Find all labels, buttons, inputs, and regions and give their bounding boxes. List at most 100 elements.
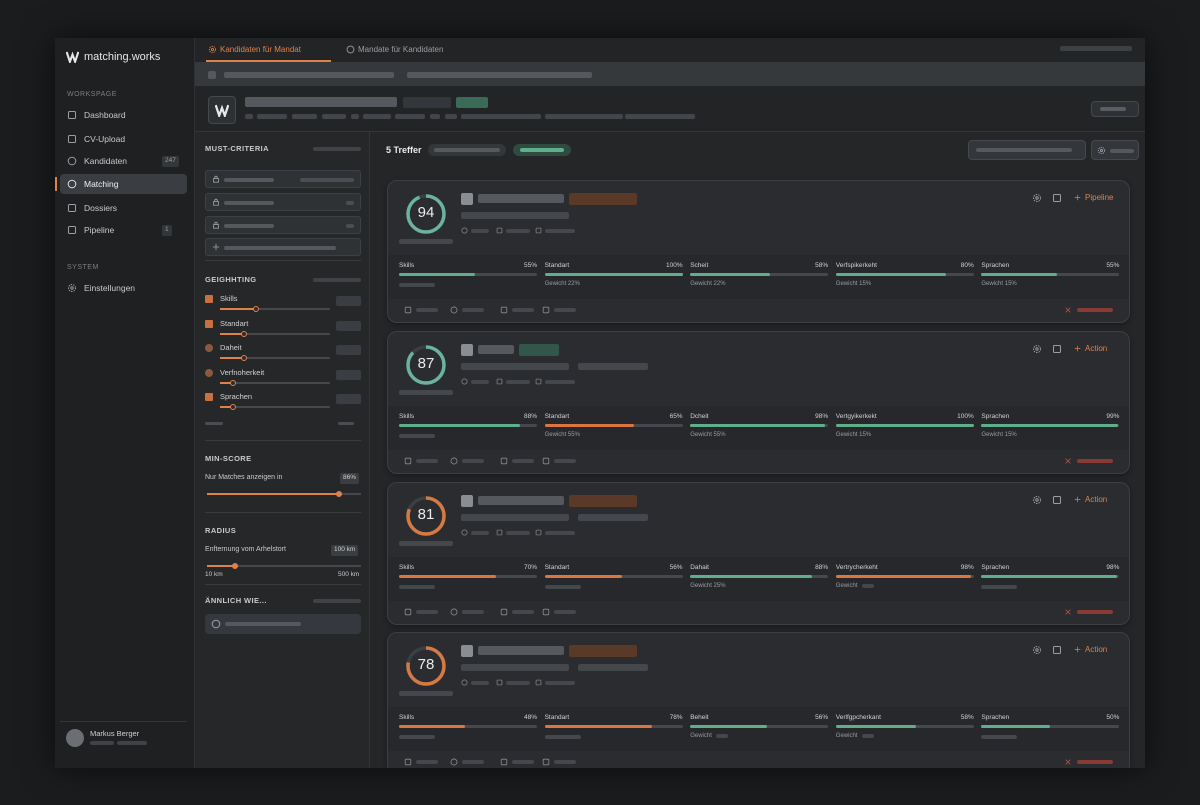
results-count: 5 Treffer — [386, 145, 422, 155]
placeholder — [346, 201, 354, 205]
icon — [496, 227, 503, 234]
card-action[interactable]: Pipeline — [1085, 193, 1114, 202]
section-title: MUST-CRITERIA — [205, 144, 269, 153]
tab[interactable]: Mandate für Kandidaten — [346, 38, 476, 62]
icon-circle — [461, 529, 468, 536]
section-label: WORKSPAGE — [67, 91, 117, 98]
icon-x — [1065, 458, 1071, 464]
nav-label: Dossiers — [84, 203, 118, 213]
placeholder — [205, 422, 223, 425]
nav-item[interactable]: Dashboard — [60, 105, 187, 125]
slider-thumb[interactable] — [232, 563, 239, 569]
slider-thumb[interactable] — [230, 379, 237, 386]
criteria-row[interactable] — [205, 216, 361, 234]
placeholder — [981, 585, 1018, 589]
score-bar-track — [399, 725, 537, 728]
candidate-avatar — [461, 495, 473, 507]
checkbox[interactable] — [205, 319, 213, 328]
nav-label: Dashboard — [84, 110, 126, 120]
nav-item[interactable]: Matching — [60, 174, 187, 194]
icon — [461, 227, 468, 234]
placeholder — [512, 308, 534, 312]
score-ring — [406, 345, 446, 385]
nav-item[interactable]: CV-Upload — [60, 129, 187, 149]
divider — [205, 260, 361, 261]
icon — [1074, 646, 1081, 653]
nav-badge: 247 — [162, 156, 179, 167]
placeholder — [346, 224, 354, 228]
icon — [67, 179, 77, 189]
criteria-row[interactable] — [205, 238, 361, 256]
criterion-value: 56% — [815, 714, 829, 721]
candidate-card: 87 Action Skills 88% Standart 65% Gewicht 55% D… — [387, 331, 1130, 474]
card-action[interactable]: Action — [1085, 495, 1108, 504]
field-label: Nur Matches anzeigen in — [205, 474, 283, 481]
weight-input[interactable] — [336, 394, 361, 404]
icon-square — [496, 378, 503, 385]
weight-input[interactable] — [336, 369, 361, 380]
slider-thumb[interactable] — [253, 306, 260, 312]
filter-panel: MUST-CRITERIA GEIGHHTING Skills Standart Dah… — [195, 132, 370, 768]
placeholder — [471, 229, 489, 233]
icon — [1033, 194, 1041, 202]
logo-mark — [66, 51, 79, 63]
slider-track — [220, 357, 330, 359]
weight-input[interactable] — [336, 320, 361, 331]
divider — [205, 440, 361, 441]
criteria-row[interactable] — [205, 193, 361, 211]
score-value: 94 — [417, 204, 435, 221]
score-bar — [835, 575, 972, 578]
criterion-name: Standart — [544, 714, 570, 721]
search-input[interactable] — [205, 614, 361, 634]
divider — [60, 721, 187, 722]
slider-thumb[interactable] — [241, 330, 248, 337]
criterion-value: 98% — [1106, 564, 1120, 571]
tab-underline — [206, 60, 331, 62]
checkbox[interactable] — [205, 295, 213, 303]
criterion-value: 65% — [669, 413, 683, 420]
icon-square — [68, 111, 76, 119]
criterion-value: 98% — [960, 564, 974, 571]
icon-circle — [461, 679, 468, 686]
placeholder — [461, 664, 569, 671]
checkbox[interactable] — [205, 393, 213, 401]
checkbox[interactable] — [205, 344, 213, 352]
nav-item[interactable]: Pipeline 1 — [60, 220, 187, 240]
icon-gear-hub — [1035, 347, 1039, 351]
criterion-weight: Gewicht 25% — [690, 583, 726, 589]
nav-item[interactable]: Dossiers — [60, 198, 187, 218]
range-min: 10 km — [205, 571, 223, 578]
icon-plus — [212, 243, 220, 251]
nav-item[interactable]: Einstellungen — [60, 278, 187, 298]
placeholder — [512, 459, 534, 463]
slider-thumb[interactable] — [241, 355, 248, 361]
weight-input[interactable] — [336, 345, 361, 355]
icon-square — [68, 226, 76, 234]
placeholder — [506, 229, 530, 233]
placeholder — [569, 645, 637, 657]
tab[interactable]: Kandidaten für Mandat — [208, 38, 338, 62]
nav-item[interactable]: Kandidaten 247 — [60, 151, 187, 171]
icon — [542, 758, 550, 766]
view-button[interactable] — [1091, 140, 1139, 160]
weight-input[interactable] — [336, 296, 361, 306]
slider-thumb[interactable] — [336, 491, 343, 497]
icon-square — [500, 608, 508, 616]
criteria-row[interactable] — [205, 170, 361, 188]
slider-thumb[interactable] — [230, 404, 237, 410]
placeholder — [313, 599, 361, 603]
criteria-band — [388, 255, 1129, 299]
score-ring — [406, 646, 446, 686]
checkbox[interactable] — [205, 368, 213, 377]
score-value: 78 — [417, 656, 435, 673]
score-bar — [690, 424, 826, 427]
score-bar — [399, 424, 521, 427]
icon — [500, 608, 508, 616]
icon — [450, 758, 458, 766]
tab-label: Mandate für Kandidaten — [358, 45, 444, 54]
placeholder — [416, 610, 438, 614]
icon — [1074, 496, 1081, 503]
card-action[interactable]: Action — [1085, 344, 1108, 353]
card-action[interactable]: Action — [1085, 645, 1108, 654]
score-bar — [981, 273, 1058, 276]
